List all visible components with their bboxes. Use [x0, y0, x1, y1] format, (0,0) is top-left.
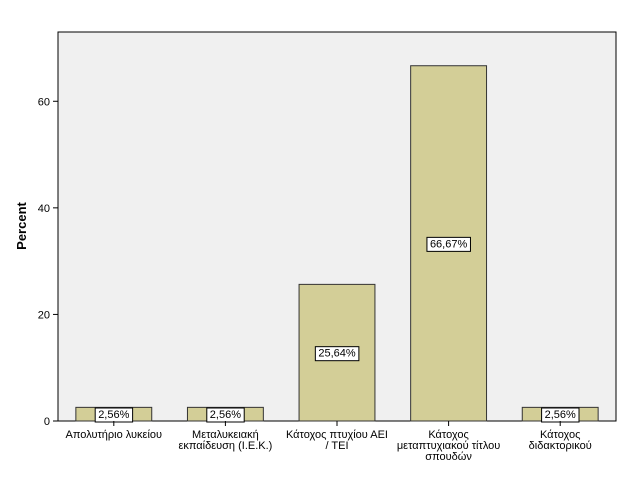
data-label-box	[426, 236, 471, 252]
x-category-label: Κάτοχος πτυχίου ΑΕΙ / ΤΕΙ	[286, 429, 388, 452]
data-label: 2,56%	[541, 407, 580, 423]
data-label-text: 2,56%	[545, 409, 576, 421]
y-tick-label: 60	[38, 96, 50, 108]
y-tick-label: 40	[38, 203, 50, 215]
y-tick-label: 20	[38, 309, 50, 321]
data-label-box	[314, 346, 360, 362]
x-category-label: Κάτοχος μεταπτυχιακού τίτλου σπουδών	[397, 429, 500, 463]
data-label-text: 66,67%	[430, 238, 468, 250]
data-label: 2,56%	[94, 407, 134, 423]
data-labels-group: 2,56% 2,56% 25,64% 66,67% 2,56%	[94, 236, 580, 423]
data-label-text: 2,56%	[210, 409, 241, 421]
data-label-text: 25,64%	[318, 348, 356, 360]
data-label-text: 2,56%	[98, 409, 129, 421]
x-category-label: Μεταλυκειακή εκπαίδευση (Ι.Ε.Κ.)	[178, 429, 272, 452]
y-tick-label: 0	[44, 416, 50, 428]
x-category-label: Κάτοχος διδακτορικού	[529, 429, 592, 452]
data-label: 2,56%	[206, 407, 245, 423]
data-label: 66,67%	[426, 236, 471, 252]
y-axis: 0 20 40 60	[38, 96, 58, 428]
x-axis: Απολυτήριο λυκείου Μεταλυκειακή εκπαίδευση…	[66, 421, 592, 463]
data-label: 25,64%	[314, 346, 360, 362]
x-category-label: Απολυτήριο λυκείου	[66, 429, 163, 441]
y-axis-title: Percent	[14, 201, 29, 249]
